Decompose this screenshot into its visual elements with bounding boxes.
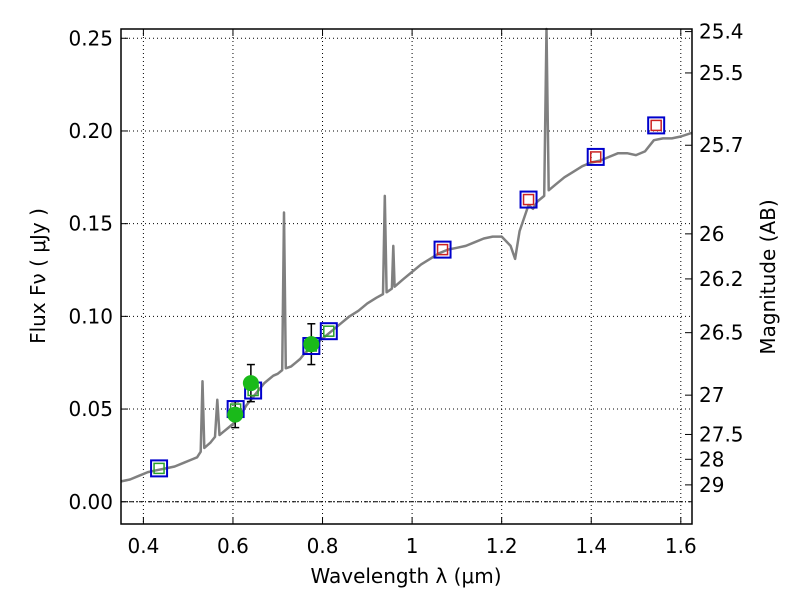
y-tick-label: 0.05 [68, 397, 113, 421]
model-square-inner [650, 119, 662, 132]
x-axis-ticks: 0.4 0.6 0.8 1 1.2 1.4 1.6 [127, 29, 697, 558]
right-tick-label: 27 [699, 383, 724, 407]
model-square-outer [319, 322, 338, 341]
right-tick-label: 27.5 [699, 422, 744, 446]
observed-point [303, 336, 320, 353]
model-square-outer [647, 116, 666, 135]
model-square-inner [589, 151, 602, 163]
x-tick-label: 0.6 [217, 534, 249, 558]
x-tick-label: 1.2 [486, 534, 518, 558]
observed-circles [227, 336, 320, 423]
plot-frame [120, 28, 693, 525]
right-tick-label: 26.5 [699, 321, 744, 345]
right-tick-label: 26 [699, 222, 724, 246]
right-tick-label: 26.2 [699, 267, 744, 291]
y-tick-label: 0.25 [68, 26, 113, 50]
x-tick-label: 1.6 [665, 534, 697, 558]
y-tick-label: 0.15 [68, 212, 113, 236]
right-tick-label: 25.7 [699, 133, 744, 157]
right-tick-label: 29 [699, 473, 724, 497]
right-tick-label: 25.4 [699, 20, 744, 44]
y-tick-label: 0.00 [68, 490, 113, 514]
right-tick-label: 28 [699, 447, 724, 471]
model-square-inner [153, 462, 165, 475]
spectrum-series [120, 27, 693, 483]
y-tick-label: 0.20 [68, 119, 113, 143]
observed-point [242, 375, 259, 392]
observed-point [227, 406, 244, 423]
y-axis-ticks: 0.00 0.05 0.10 0.15 0.20 0.25 [68, 26, 128, 514]
spectrum-line [120, 27, 693, 483]
model-square-outer [150, 459, 169, 478]
model-square-inner [522, 193, 535, 206]
x-tick-label: 1 [406, 534, 419, 558]
right-axis-title: Magnitude (AB) [756, 199, 780, 354]
x-axis-title: Wavelength λ (μm) [310, 564, 501, 588]
model-square-outer [433, 240, 452, 259]
y-tick-label: 0.10 [68, 304, 113, 328]
x-tick-label: 0.8 [307, 534, 339, 558]
model-square-inner [436, 243, 449, 256]
model-square-outer [586, 147, 605, 166]
grid [121, 29, 692, 524]
right-tick-label: 25.5 [699, 61, 744, 85]
model-square-outer [519, 190, 538, 209]
x-tick-label: 0.4 [127, 534, 159, 558]
model-square-inner [323, 325, 335, 337]
y-axis-title: Flux Fν ( μJy ) [26, 208, 50, 344]
x-tick-label: 1.4 [575, 534, 607, 558]
